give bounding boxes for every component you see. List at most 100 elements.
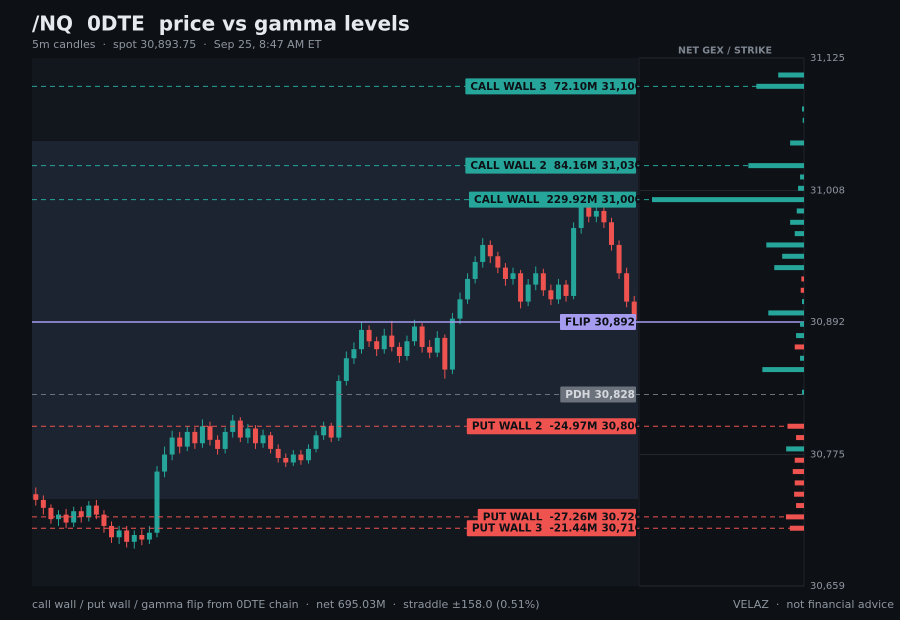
- straddle: straddle ±158.0 (0.51%): [403, 598, 539, 611]
- chart-title: /NQ 0DTE price vs gamma levels: [32, 12, 410, 36]
- candle-body: [252, 428, 258, 444]
- level-label-box: [469, 191, 636, 208]
- candle-body: [260, 435, 266, 444]
- candle-body: [207, 426, 213, 440]
- level-label-box: [560, 386, 636, 403]
- gex-bar: [794, 457, 804, 463]
- separator: ·: [393, 598, 397, 611]
- gex-bar: [787, 423, 804, 429]
- candle-body: [154, 471, 160, 533]
- level-label: CALL WALL 2 84.16M 31,030: [465, 157, 642, 174]
- level-strike: 31,030: [601, 160, 642, 172]
- gex-bar: [802, 117, 804, 123]
- level-label-box: [466, 520, 636, 537]
- gex-bar: [800, 287, 804, 293]
- level-label: PDH 30,828: [560, 386, 636, 403]
- gex-bar: [796, 208, 804, 214]
- candle-body: [313, 435, 319, 449]
- candle-body: [116, 530, 122, 538]
- gex-bar: [782, 253, 804, 259]
- candle-body: [215, 439, 221, 449]
- candle-body: [78, 511, 84, 517]
- candle-body: [101, 514, 107, 526]
- candle-body: [442, 337, 448, 370]
- gex-bar: [800, 174, 804, 180]
- level-label-text: PDH 30,828: [565, 389, 635, 401]
- brand: VELAZ: [733, 598, 769, 611]
- level-name: CALL WALL: [474, 194, 540, 206]
- candle-body: [593, 210, 599, 217]
- gex-bar: [800, 321, 804, 327]
- candle-body: [555, 284, 561, 300]
- level-label-box: [560, 314, 636, 330]
- candle-body: [502, 267, 508, 279]
- candle-body: [601, 210, 607, 223]
- candle-body: [321, 426, 327, 436]
- candle-body: [169, 437, 175, 455]
- candle-body: [268, 435, 274, 449]
- candle-body: [131, 535, 137, 542]
- level-strike: 30,800: [601, 421, 642, 433]
- y-tick-label: 31,125: [810, 53, 845, 64]
- level-name: PUT WALL 2: [472, 421, 543, 433]
- level-label: PUT WALL 3 -21.44M 30,710: [466, 520, 642, 537]
- candle-body: [563, 284, 569, 296]
- candle-body: [336, 380, 342, 438]
- candle-body: [548, 290, 554, 300]
- candle-body: [586, 205, 592, 217]
- level-label: FLIP 30,892: [560, 314, 636, 330]
- level-label-box: [465, 78, 636, 95]
- candle-body: [608, 222, 614, 245]
- subtitle-text: 5m candles: [32, 38, 96, 51]
- y-tick-label: 30,892: [810, 317, 845, 328]
- candle-body: [631, 301, 637, 320]
- spot: spot 30,893.75: [113, 38, 196, 51]
- level-label-box: [466, 418, 636, 435]
- level-strike: 31,100: [601, 81, 642, 93]
- gex-bar: [756, 83, 804, 89]
- candle-body: [480, 244, 486, 262]
- candle-body: [86, 505, 92, 517]
- candle-body: [396, 346, 402, 356]
- candle-body: [40, 499, 46, 508]
- candle-body: [359, 329, 365, 350]
- candle-body: [124, 530, 130, 542]
- gex-bar: [794, 480, 804, 486]
- candle-body: [177, 437, 183, 447]
- level-gex: -24.97M: [549, 421, 597, 433]
- candle-body: [404, 341, 410, 356]
- gex-bar: [652, 197, 804, 203]
- candle-body: [192, 431, 198, 444]
- level-label-text: FLIP 30,892: [565, 317, 635, 329]
- gex-bar: [792, 469, 804, 475]
- gex-bar: [800, 355, 804, 361]
- gex-bar: [798, 185, 804, 191]
- gex-bar: [768, 310, 804, 316]
- candle-body: [56, 514, 62, 520]
- candle-body: [449, 318, 455, 370]
- level-gex: 84.16M: [554, 160, 598, 172]
- candle-body: [245, 428, 251, 438]
- y-tick-label: 31,008: [810, 186, 845, 197]
- footer-right: VELAZ · not financial advice: [733, 598, 894, 611]
- separator: ·: [203, 38, 207, 51]
- candle-body: [465, 278, 471, 300]
- candle-body: [71, 511, 77, 523]
- gex-bar: [794, 344, 804, 350]
- candle-body: [298, 454, 304, 461]
- candle-body: [162, 454, 168, 472]
- gex-bar: [801, 276, 804, 282]
- candle-body: [146, 532, 152, 540]
- gex-bar: [774, 265, 804, 271]
- gex-bar: [786, 446, 804, 452]
- level-name: CALL WALL 3: [470, 81, 546, 93]
- level-label-text: PUT WALL 2 -24.97M 30,800: [472, 421, 642, 433]
- y-tick-label: 30,659: [810, 581, 845, 592]
- candle-body: [222, 431, 228, 449]
- candle-body: [184, 431, 190, 447]
- separator: ·: [776, 598, 780, 611]
- candle-body: [381, 335, 387, 350]
- candle-body: [237, 420, 243, 438]
- candle-body: [351, 349, 357, 359]
